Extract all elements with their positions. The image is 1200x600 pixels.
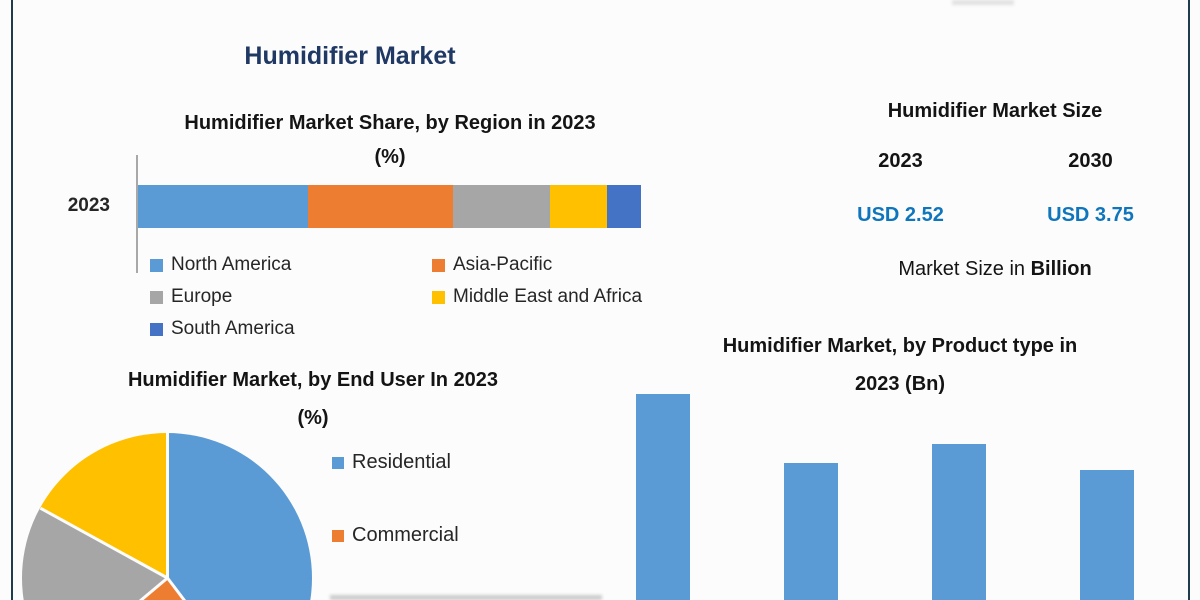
legend-item-middle-east-and-africa: Middle East and Africa: [432, 286, 642, 308]
pie-legend-label: Residential: [352, 451, 451, 473]
legend-item-asia-pacific: Asia-Pacific: [432, 254, 552, 276]
legend-label: North America: [171, 254, 292, 275]
legend-label: Middle East and Africa: [453, 286, 643, 307]
segment-north-america: [138, 185, 308, 228]
product-bar-1: [636, 394, 690, 600]
pie-legend-swatch-commercial: [332, 529, 344, 542]
region-chart-category-label: 2023: [67, 195, 110, 216]
market-size-year-2030: 2030: [1068, 150, 1113, 172]
pie-chart-title-line1: Humidifier Market, by End User In 2023: [127, 369, 499, 391]
legend-item-south-america: South America: [150, 318, 295, 340]
pie-divider: [165, 433, 169, 578]
segment-south-america: [606, 185, 641, 228]
page-title: Humidifier Market: [244, 42, 456, 70]
region-chart-axis-line: [136, 155, 138, 273]
market-size-title: Humidifier Market Size: [887, 100, 1103, 122]
legend-swatch-south-america: [150, 322, 163, 336]
pie-legend-item-commercial: Commercial: [332, 524, 459, 547]
product-bar-4: [1080, 470, 1134, 600]
market-size-value-2023: USD 2.52: [857, 204, 944, 226]
market-size-value-2030: USD 3.75: [1047, 204, 1134, 226]
market-size-year-2023: 2023: [878, 150, 923, 172]
legend-swatch-north-america: [150, 258, 163, 272]
pie-legend-item-residential: Residential: [332, 451, 451, 474]
pie-chart-title-line2: (%): [297, 407, 329, 429]
market-size-note-bold: Billion: [1030, 258, 1092, 280]
region-stacked-bar: [138, 185, 641, 228]
legend-label: South America: [171, 318, 295, 339]
cropped-logo-remnant: [952, 0, 1014, 5]
legend-label: Asia-Pacific: [453, 254, 553, 275]
product-bar-3: [932, 444, 986, 600]
product-bar-2: [784, 463, 838, 600]
legend-item-north-america: North America: [150, 254, 291, 276]
cut-off-legend-remnant: [330, 595, 602, 600]
segment-asia-pacific: [307, 185, 454, 228]
legend-swatch-asia-pacific: [432, 258, 445, 272]
product-chart-title-line2: 2023 (Bn): [854, 373, 946, 395]
legend-swatch-europe: [150, 290, 163, 304]
market-size-note-normal: Market Size in: [898, 258, 1031, 280]
legend-item-europe: Europe: [150, 286, 232, 308]
segment-europe: [453, 185, 550, 228]
legend-swatch-middle-east-and-africa: [432, 290, 445, 304]
left-frame-border: [11, 0, 13, 600]
segment-middle-east-and-africa: [549, 185, 607, 228]
pie-legend-swatch-residential: [332, 456, 344, 469]
region-chart-title-line1: Humidifier Market Share, by Region in 20…: [184, 112, 596, 134]
market-size-note: Market Size in Billion: [830, 258, 1160, 281]
legend-label: Europe: [171, 286, 233, 307]
product-chart-title-line1: Humidifier Market, by Product type in: [722, 335, 1078, 357]
region-chart-title-line2: (%): [374, 146, 406, 168]
pie-legend-label: Commercial: [352, 524, 459, 546]
right-frame-border: [1188, 0, 1190, 600]
